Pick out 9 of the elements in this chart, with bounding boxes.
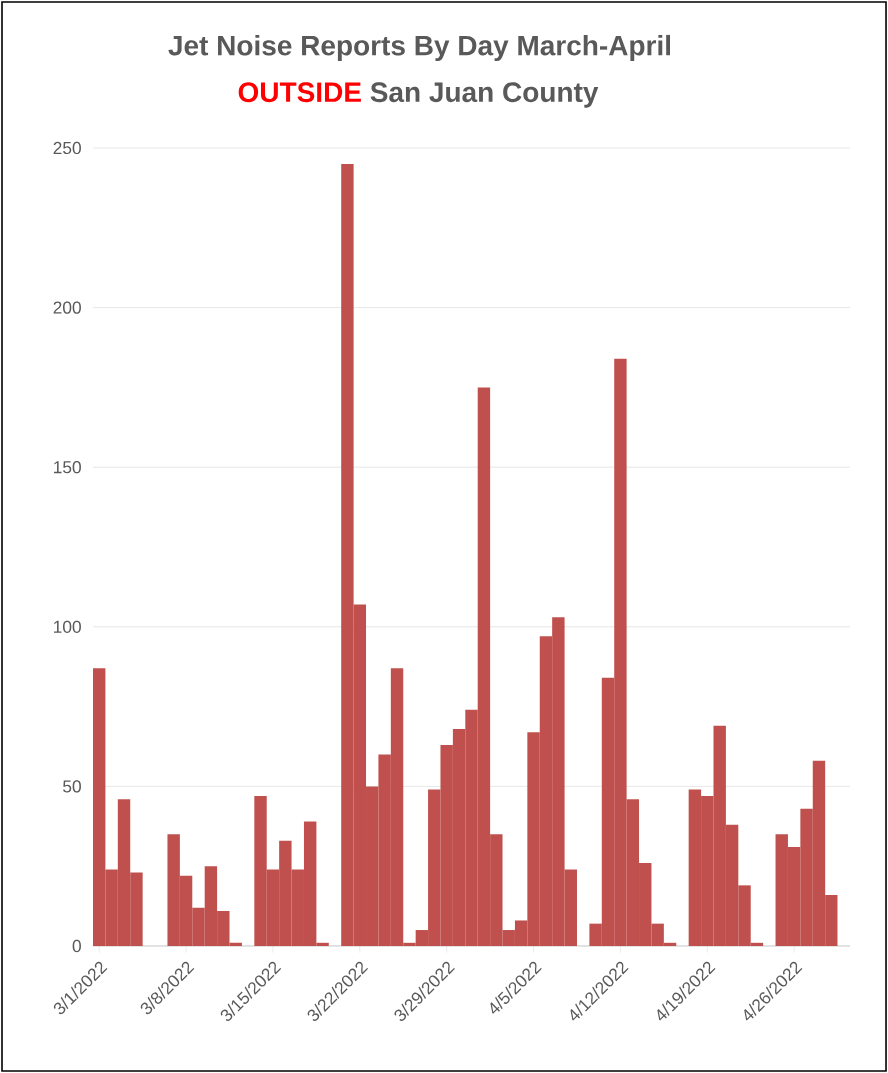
chart-title: Jet Noise Reports By Day March-April — [168, 34, 671, 62]
y-tick-label: 100 — [54, 620, 81, 633]
text: OUTSIDE — [238, 82, 361, 103]
y-tick-label: 150 — [54, 461, 81, 474]
y-tick-label: 200 — [53, 301, 81, 314]
y-tick-label: 50 — [63, 780, 81, 793]
y-tick-label: 0 — [72, 939, 81, 953]
y-tick-label: 250 — [53, 141, 81, 155]
chart-subtitle: San Juan County — [370, 82, 599, 108]
